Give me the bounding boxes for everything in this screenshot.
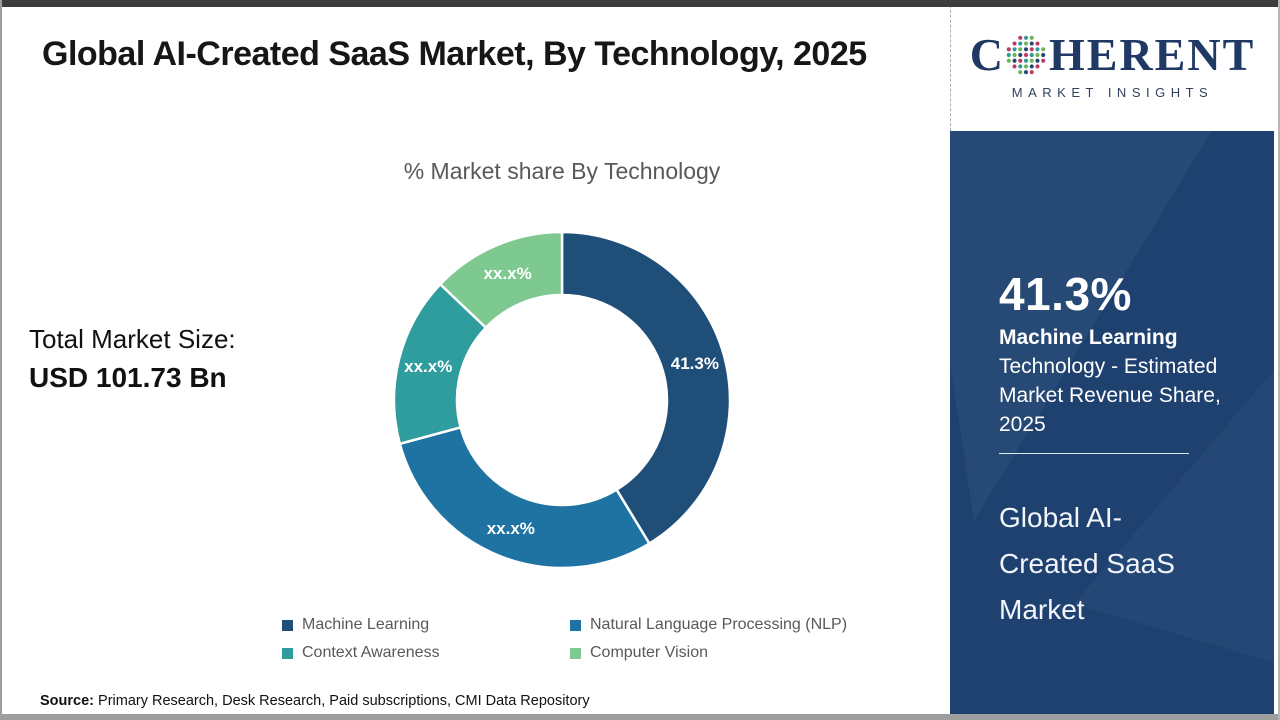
sidebar-stat-label-bold: Machine Learning	[999, 326, 1178, 349]
sidebar-stat-value: 41.3%	[999, 268, 1132, 320]
globe-dot	[1023, 52, 1029, 57]
globe-dot	[1018, 35, 1023, 40]
globe-dot	[1029, 69, 1034, 74]
globe-dot	[1035, 58, 1040, 63]
globe-dot	[1029, 52, 1034, 57]
globe-dot	[1035, 52, 1040, 57]
globe-dot	[1012, 63, 1017, 69]
globe-dot	[1041, 58, 1046, 63]
globe-dot	[1029, 35, 1034, 40]
globe-dot	[1023, 46, 1029, 51]
globe-dot	[1029, 58, 1034, 63]
bottom-border-bar	[2, 714, 1278, 720]
globe-dot	[1023, 63, 1029, 69]
source-label: Source:	[40, 693, 94, 709]
logo-wordmark: C HERENT	[969, 28, 1256, 80]
legend-label: Computer Vision	[590, 644, 708, 661]
globe-dot	[1006, 58, 1011, 63]
legend-item: Natural Language Processing (NLP)	[570, 616, 847, 634]
donut-segment	[560, 230, 732, 546]
highlight-sidebar: 41.3% Machine Learning Technology - Esti…	[950, 131, 1274, 720]
segment-value-label: xx.x%	[404, 357, 452, 376]
legend-marker	[570, 647, 581, 659]
logo-letters-herent: HERENT	[1048, 28, 1256, 80]
legend-item: Machine Learning	[282, 616, 570, 634]
legend-item: Computer Vision	[570, 644, 847, 662]
chart-title: % Market share By Technology	[403, 158, 721, 184]
globe-dot	[1041, 52, 1046, 57]
globe-dot	[1035, 46, 1040, 51]
globe-dot	[1023, 69, 1029, 74]
donut-segment	[438, 230, 564, 330]
globe-dot	[1018, 63, 1023, 69]
source-note: Source: Primary Research, Desk Research,…	[40, 693, 590, 709]
legend-label: Natural Language Processing (NLP)	[590, 616, 848, 633]
globe-dot	[1012, 58, 1017, 63]
globe-dot	[1023, 35, 1029, 40]
total-market-size-label: Total Market Size:	[29, 324, 236, 354]
logo-tagline: MARKET INSIGHTS	[1011, 84, 1214, 100]
globe-dot	[1018, 52, 1023, 57]
coherent-logo: C HERENT MARKET INSIGHTS	[950, 0, 1274, 131]
globe-dot	[1018, 69, 1023, 74]
globe-dot	[1018, 58, 1023, 63]
globe-dot	[1006, 46, 1011, 51]
globe-dot	[1018, 46, 1023, 51]
globe-dot	[1041, 46, 1046, 51]
total-market-size-value: USD 101.73 Bn	[29, 362, 227, 393]
source-text: Primary Research, Desk Research, Paid su…	[98, 693, 590, 709]
globe-dot	[1006, 52, 1011, 57]
legend-item: Context Awareness	[282, 644, 570, 662]
sidebar-stat-label-rest: Technology - Estimated Market Revenue Sh…	[999, 355, 1221, 436]
globe-dot	[1023, 58, 1029, 63]
globe-dot	[1012, 40, 1017, 46]
legend-label: Context Awareness	[302, 644, 440, 661]
globe-dot	[1012, 52, 1017, 57]
sidebar-divider	[999, 453, 1189, 454]
top-border-bar	[2, 0, 1278, 7]
sidebar-stat-description: Machine Learning Technology - Estimated …	[999, 323, 1235, 439]
globe-dot	[1023, 40, 1029, 46]
legend-marker	[282, 619, 293, 631]
globe-dot	[1029, 40, 1034, 46]
legend-marker	[570, 619, 581, 631]
globe-dot	[1018, 40, 1023, 46]
donut-chart: 41.3% xx.x% xx.x% xx.x%	[392, 230, 732, 570]
globe-dot	[1029, 46, 1034, 51]
globe-dot	[1035, 40, 1040, 46]
total-market-size: Total Market Size: USD 101.73 Bn	[29, 324, 236, 394]
donut-segment	[398, 425, 652, 570]
logo-letter-c: C	[969, 28, 1005, 80]
chart-legend: Machine Learning Natural Language Process…	[282, 616, 847, 662]
globe-dot	[1012, 46, 1017, 51]
segment-value-label: 41.3%	[671, 354, 719, 373]
segment-value-label: xx.x%	[487, 519, 535, 538]
globe-dot	[1035, 63, 1040, 69]
globe-dot	[1029, 63, 1034, 69]
segment-value-label: xx.x%	[483, 264, 531, 283]
dotted-globe-icon	[1006, 35, 1046, 74]
legend-label: Machine Learning	[302, 616, 430, 633]
legend-marker	[282, 647, 293, 659]
sidebar-market-name: Global AI-Created SaaS Market	[999, 502, 1175, 625]
page-title: Global AI-Created SaaS Market, By Techno…	[42, 35, 867, 73]
